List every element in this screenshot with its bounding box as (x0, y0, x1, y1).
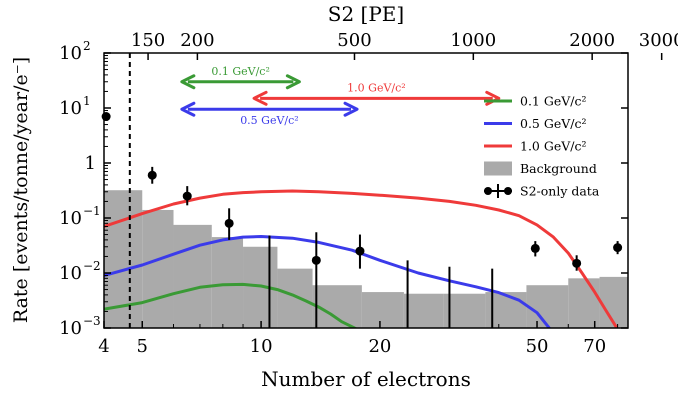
x-tick-label-0: 4 (98, 336, 109, 357)
y-tick-label-1: 10 (59, 98, 82, 119)
x-tick-label-4: 50 (526, 336, 549, 357)
background-bin-12 (568, 278, 600, 328)
x-tick-label-3: 20 (368, 336, 391, 357)
legend-entry-0: 0.1 GeV/c² (484, 94, 587, 109)
y-tick-exponent-5: −3 (83, 314, 101, 328)
top-axis-label: S2 [PE] (328, 2, 404, 26)
background-bin-5 (277, 268, 313, 328)
legend-label-3: Background (520, 161, 597, 176)
background-bin-8 (403, 293, 444, 328)
annotation-label-2: 0.5 GeV/c² (240, 114, 299, 127)
y-tick-label-3: 10 (59, 208, 82, 229)
data-point-12 (613, 243, 623, 253)
annotation-head-right-0 (285, 74, 301, 90)
top-tick-label-1: 200 (180, 30, 214, 51)
top-tick-label-0: 150 (131, 30, 165, 51)
data-point-6 (355, 246, 365, 256)
annotation-arrow-1: 1.0 GeV/c² (252, 81, 501, 106)
data-point-1 (147, 170, 157, 180)
x-axis-label: Number of electrons (261, 367, 471, 391)
y-tick-exponent-0: 2 (83, 39, 91, 53)
data-point-2 (182, 191, 192, 201)
legend-label-1: 0.5 GeV/c² (520, 116, 587, 131)
x-tick-label-2: 10 (250, 336, 273, 357)
top-tick-label-5: 3000 (639, 30, 678, 51)
y-tick-exponent-4: −2 (83, 259, 101, 273)
legend-label-4: S2-only data (520, 184, 600, 199)
top-tick-label-4: 2000 (569, 30, 615, 51)
annotation-label-1: 1.0 GeV/c² (347, 81, 406, 94)
top-tick-label-2: 500 (337, 30, 371, 51)
annotation-label-0: 0.1 GeV/c² (211, 65, 270, 78)
background-bin-1 (142, 209, 174, 328)
background-bin-11 (526, 285, 569, 328)
y-tick-label-2: 1 (85, 153, 96, 174)
s2-only-data-points (101, 112, 623, 328)
x-tick-label-5: 70 (583, 336, 606, 357)
y-axis-label: Rate [events/tonne/year/e⁻] (10, 57, 32, 323)
y-tick-exponent-3: −1 (83, 204, 101, 218)
series-line-2 (104, 189, 619, 328)
background-bin-9 (443, 293, 486, 328)
legend-entry-4: S2-only data (484, 184, 600, 199)
legend: 0.1 GeV/c² 0.5 GeV/c² 1.0 GeV/c² Background… (484, 94, 600, 199)
background-bin-7 (361, 292, 404, 328)
background-bin-2 (173, 224, 212, 328)
mass-range-annotations: 0.1 GeV/c² 1.0 GeV/c² 0.5 GeV/c² (180, 65, 501, 127)
legend-label-0: 0.1 GeV/c² (520, 94, 587, 109)
annotation-arrow-0: 0.1 GeV/c² (180, 65, 301, 90)
y-tick-label-4: 10 (59, 263, 82, 284)
legend-swatch-3 (484, 161, 512, 176)
legend-swatch-dot-a-4 (484, 187, 492, 195)
legend-entry-3: Background (484, 161, 597, 176)
background-histogram (104, 190, 628, 328)
annotation-head-left-0 (180, 74, 196, 90)
y-tick-label-0: 10 (59, 43, 82, 64)
background-bin-3 (211, 237, 244, 328)
legend-entry-1: 0.5 GeV/c² (484, 116, 587, 131)
series-line-1 (104, 235, 552, 328)
background-bin-13 (599, 276, 628, 328)
data-point-10 (530, 243, 540, 253)
data-point-3 (224, 218, 234, 228)
data-point-5 (311, 255, 321, 265)
annotation-head-left-2 (180, 101, 196, 117)
plot-frame (103, 52, 629, 329)
y-tick-label-5: 10 (59, 318, 82, 339)
legend-swatch-dot-b-4 (504, 187, 512, 195)
legend-label-2: 1.0 GeV/c² (520, 139, 587, 154)
y-tick-exponent-1: 1 (83, 94, 91, 108)
annotation-head-right-2 (343, 101, 359, 117)
top-tick-label-3: 1000 (450, 30, 496, 51)
legend-entry-2: 1.0 GeV/c² (484, 139, 587, 154)
x-tick-label-1: 5 (137, 336, 148, 357)
data-point-11 (572, 258, 582, 268)
axis-ticks: 4510205070150200500100020003000102101110… (59, 30, 678, 357)
annotation-arrow-2: 0.5 GeV/c² (180, 101, 359, 127)
annotation-head-left-1 (252, 90, 268, 106)
